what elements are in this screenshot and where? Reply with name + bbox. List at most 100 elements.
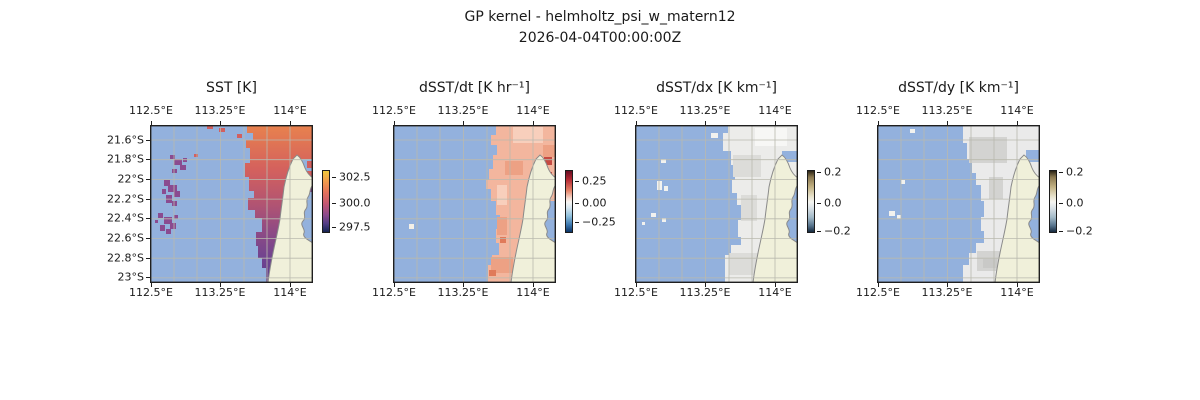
xtick-label: 114°E (1000, 104, 1034, 117)
colorbar-tick (1059, 172, 1063, 173)
ytick-label: 22.8°S (107, 251, 144, 265)
axis-tick (220, 121, 221, 125)
panel-sst: SST [K] 112.5°E 113.25°E 114°E 21.6°S 21… (107, 0, 370, 400)
xtick-label: 114°E (758, 286, 792, 299)
map-sst (150, 125, 313, 283)
colorbar-tick-label: −0.2 (824, 224, 851, 238)
axis-tick (151, 283, 152, 287)
colorbar-sst (322, 170, 330, 233)
ytick-label: 21.8°S (107, 152, 144, 166)
map-dsst-dy (877, 125, 1040, 283)
axis-tick (947, 283, 948, 287)
axis-tick (146, 277, 150, 278)
ytick-label: 22.2°S (107, 192, 144, 206)
axis-tick (146, 179, 150, 180)
map-dsst-dx (635, 125, 798, 283)
colorbar-tick (332, 227, 336, 228)
colorbar-tick (575, 203, 579, 204)
colorbar-tick-label: 0.00 (582, 196, 607, 210)
xtick-label: 112.5°E (614, 286, 658, 299)
xtick-label: 114°E (516, 286, 550, 299)
colorbar-tick (575, 181, 579, 182)
axis-tick (533, 121, 534, 125)
panel-dsst-dt-title: dSST/dt [K hr⁻¹] (419, 80, 530, 96)
colorbar-tick (575, 222, 579, 223)
axis-tick (1017, 121, 1018, 125)
axis-tick (290, 121, 291, 125)
colorbar-tick-label: 300.0 (339, 196, 371, 210)
colorbar-tick-label: −0.25 (582, 215, 616, 229)
axis-tick (947, 121, 948, 125)
xtick-label: 112.5°E (856, 286, 900, 299)
colorbar-tick-label: 0.2 (1066, 165, 1084, 179)
map-dsst-dt (393, 125, 556, 283)
axis-tick (775, 283, 776, 287)
colorbar-dsst-dx (807, 170, 815, 233)
xtick-label: 112.5°E (372, 104, 416, 117)
xtick-label: 114°E (758, 104, 792, 117)
near-zero-dot (409, 224, 414, 229)
colorbar-tick-label: 302.5 (339, 170, 371, 184)
near-zero-dots (889, 129, 915, 219)
colorbar-tick (1059, 203, 1063, 204)
xtick-label: 113.25°E (921, 104, 973, 117)
ytick-label: 23°S (117, 270, 144, 284)
colorbar-dsst-dt (565, 170, 573, 233)
axis-tick (705, 121, 706, 125)
colorbar-tick (817, 172, 821, 173)
axis-tick (878, 283, 879, 287)
axis-tick (394, 283, 395, 287)
near-zero-dots (642, 133, 718, 225)
map-frame (635, 125, 798, 283)
ytick-label: 22.6°S (107, 231, 144, 245)
panel-dsst-dx: dSST/dx [K km⁻¹] 112.5°E 113.25°E 114°E (614, 0, 851, 400)
colorbar-tick-label: −0.2 (1066, 224, 1093, 238)
xtick-label: 114°E (273, 286, 307, 299)
xtick-label: 114°E (273, 104, 307, 117)
xtick-label: 113.25°E (921, 286, 973, 299)
axis-tick (463, 121, 464, 125)
axis-tick (775, 121, 776, 125)
figure-title: GP kernel - helmholtz_psi_w_matern12 202… (0, 7, 1200, 49)
panel-dsst-dy-title: dSST/dy [K km⁻¹] (898, 80, 1019, 96)
xtick-label: 113.25°E (437, 104, 489, 117)
axis-tick (533, 283, 534, 287)
colorbar-tick (332, 177, 336, 178)
xtick-label: 112.5°E (614, 104, 658, 117)
map-frame (393, 125, 556, 283)
colorbar-tick (817, 231, 821, 232)
ytick-label: 22°S (117, 172, 144, 186)
colorbar-tick-label: 297.5 (339, 220, 371, 234)
axis-tick (878, 121, 879, 125)
xtick-label: 113.25°E (194, 104, 246, 117)
axis-tick (394, 121, 395, 125)
colorbar-tick (1059, 231, 1063, 232)
axis-tick (146, 238, 150, 239)
panel-sst-title: SST [K] (206, 80, 257, 96)
axis-tick (636, 283, 637, 287)
xtick-label: 113.25°E (194, 286, 246, 299)
ytick-label: 22.4°S (107, 211, 144, 225)
xtick-label: 113.25°E (437, 286, 489, 299)
ytick-label: 21.6°S (107, 133, 144, 147)
xtick-label: 114°E (1000, 286, 1034, 299)
axis-tick (146, 218, 150, 219)
colorbar-tick-label: 0.25 (582, 174, 607, 188)
axis-tick (151, 121, 152, 125)
colorbar-tick-label: 0.0 (824, 196, 842, 210)
figure-title-line2: 2026-04-04T00:00:00Z (518, 30, 682, 46)
axis-tick (705, 283, 706, 287)
xtick-label: 112.5°E (372, 286, 416, 299)
panel-dsst-dt: dSST/dt [K hr⁻¹] 112.5°E 113.25°E 114°E (372, 0, 616, 400)
colorbar-tick (817, 203, 821, 204)
axis-tick (1017, 283, 1018, 287)
map-frame (877, 125, 1040, 283)
xtick-label: 113.25°E (679, 104, 731, 117)
colorbar-tick (332, 203, 336, 204)
axis-tick (220, 283, 221, 287)
colorbar-dsst-dy (1049, 170, 1057, 233)
axis-tick (290, 283, 291, 287)
figure-title-line1: GP kernel - helmholtz_psi_w_matern12 (464, 9, 736, 25)
axis-tick (146, 159, 150, 160)
